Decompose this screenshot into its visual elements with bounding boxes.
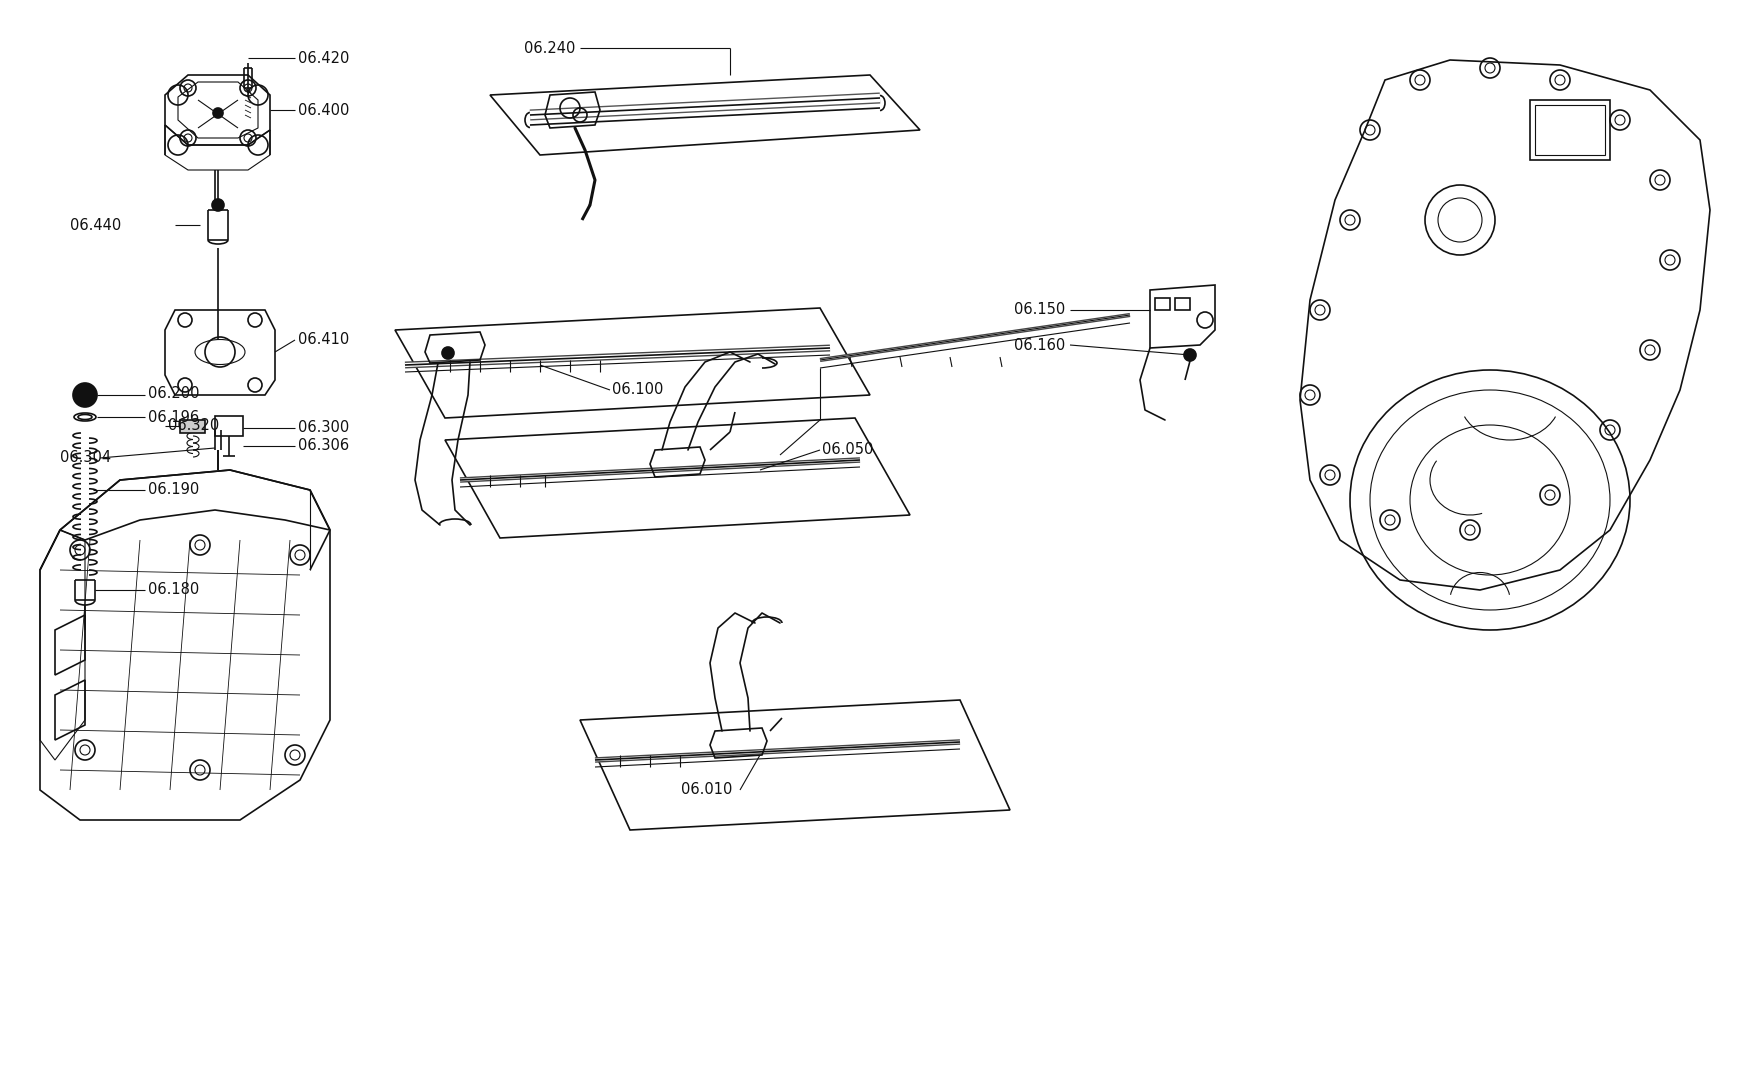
Circle shape — [78, 389, 90, 401]
Text: 06.306: 06.306 — [297, 439, 350, 454]
Text: 06.240: 06.240 — [523, 41, 574, 56]
Bar — [1155, 299, 1169, 310]
Circle shape — [1183, 349, 1195, 361]
Text: 06.196: 06.196 — [148, 410, 198, 425]
Text: 06.410: 06.410 — [297, 333, 350, 348]
Text: 06.010: 06.010 — [680, 782, 732, 797]
Text: 06.440: 06.440 — [70, 217, 122, 232]
Text: 06.200: 06.200 — [148, 385, 200, 400]
Text: 06.420: 06.420 — [297, 50, 350, 65]
Polygon shape — [179, 421, 205, 433]
Circle shape — [212, 199, 224, 211]
Text: 06.190: 06.190 — [148, 483, 200, 498]
Text: 06.050: 06.050 — [821, 443, 873, 458]
Text: 06.150: 06.150 — [1014, 303, 1064, 318]
Bar — [1174, 299, 1189, 310]
Circle shape — [73, 383, 97, 407]
Bar — [1534, 105, 1603, 155]
Text: 06.400: 06.400 — [297, 103, 350, 118]
Text: 06.304: 06.304 — [59, 450, 111, 465]
Circle shape — [212, 108, 223, 118]
Text: 06.300: 06.300 — [297, 421, 350, 435]
Text: 06.100: 06.100 — [612, 382, 663, 397]
Text: 06.180: 06.180 — [148, 582, 200, 597]
Text: 06.160: 06.160 — [1014, 337, 1064, 352]
Circle shape — [442, 347, 454, 360]
Text: 06.320: 06.320 — [169, 418, 219, 433]
Bar — [1529, 100, 1609, 160]
